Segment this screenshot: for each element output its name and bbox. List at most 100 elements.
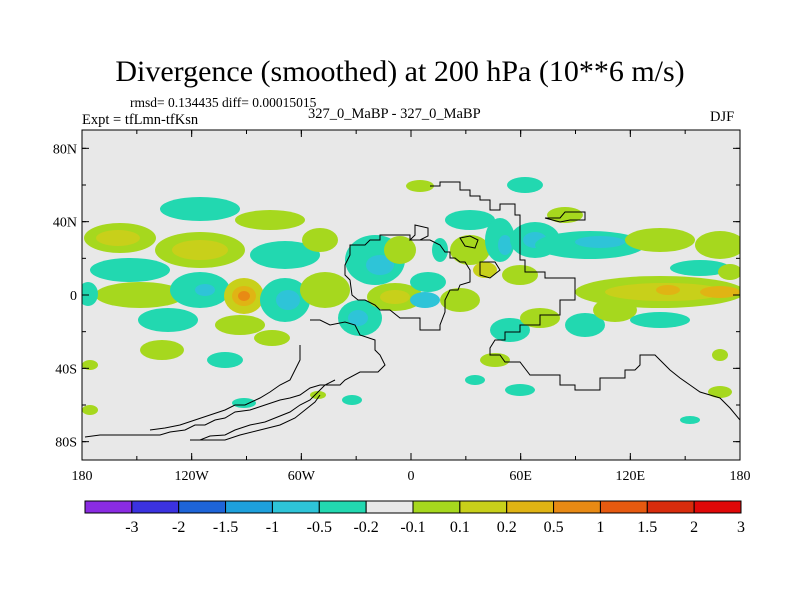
contour-region [342,395,362,405]
experiment-label: Expt = tfLmn-tfKsn [82,112,199,128]
contour-region [82,282,98,306]
contour-region [473,262,497,278]
lon-tick-label: 180 [730,469,751,484]
contour-region [440,288,480,312]
contour-region [82,405,98,415]
contour-region [384,236,416,264]
contour-region [718,264,740,280]
contour-region [195,284,215,296]
contour-region [90,258,170,282]
contour-region [670,260,730,276]
colorbar-label: 0.5 [544,519,564,536]
contour-region [625,228,695,252]
contour-region [498,235,512,255]
colorbar-label: -1.5 [213,519,238,536]
contour-region [630,312,690,328]
contour-region [302,228,338,252]
colorbar-segment [646,500,695,514]
colorbar-label: 0.2 [497,519,517,536]
colorbar-segment [271,500,320,514]
contour-region [505,384,535,396]
contour-region [502,265,538,285]
contour-region [82,360,98,370]
contour-region [238,291,250,301]
contour-region [380,290,410,304]
contour-region [507,177,543,193]
comparison-label: 327_0_MaBP - 327_0_MaBP [308,106,481,122]
lon-tick-label: 120W [175,469,210,484]
contour-region [547,207,583,223]
coastline-south-america [84,319,386,438]
contour-region [254,330,290,346]
plot-title: Divergence (smoothed) at 200 hPa (10**6 … [115,55,685,88]
contour-region [700,286,740,298]
colorbar-label: 1.5 [637,519,657,536]
season-label: DJF [710,109,735,125]
contour-region [490,318,530,342]
contour-region [708,386,732,398]
coastline-antarctic [190,379,336,441]
colorbar-label: -2 [172,519,185,536]
lat-tick-label: 0 [70,289,77,304]
contour-region [465,375,485,385]
contour-region [406,180,434,192]
coastline-mid [344,234,471,331]
contour-region [172,240,228,260]
contour-region [410,292,440,308]
colorbar-segment [318,500,367,514]
contour-region [680,416,700,424]
colorbar-segment [225,500,273,514]
colorbar-label: 0.1 [450,519,470,536]
colorbar-label: -1 [266,519,279,536]
contour-region [450,235,490,265]
lon-tick-label: 180 [72,469,93,484]
contour-region [366,255,394,275]
lon-tick-label: 120E [616,469,646,484]
colorbar-segment [84,500,133,514]
colorbar-segment [506,500,555,514]
colorbar-label: -3 [125,519,138,536]
lon-tick-label: 60W [288,469,316,484]
contour-region [300,272,350,308]
contour-region [140,340,184,360]
contour-region [250,241,320,269]
contour-region [215,315,265,335]
contour-region [95,282,185,308]
contour-region [432,238,448,262]
colorbar-segment [459,500,508,514]
contour-region [410,272,446,292]
contour-fields [82,177,740,424]
colorbar-label: -0.2 [353,519,378,536]
contour-region [235,210,305,230]
lat-tick-label: 80N [53,142,77,157]
contour-region [656,285,680,295]
contour-region [138,308,198,332]
contour-region [96,230,140,246]
colorbar-label: 3 [737,519,745,536]
contour-region [575,236,625,248]
contour-region [712,349,728,361]
contour-region [695,231,740,259]
longitude-axis: 180 120W 60W 0 60E 120E 180 [72,130,751,484]
coastline-africa-asia [430,181,741,435]
colorbar: -3 -2 -1.5 -1 -0.5 -0.2 -0.1 0.1 0.2 0.5 1 1.5 2 3 [84,500,745,536]
contour-region [207,352,243,368]
colorbar-segment [131,500,180,514]
lat-tick-label: 40S [55,362,77,377]
latitude-axis: 80N 40N 0 40S 80S [53,142,740,451]
contour-region [232,398,256,408]
colorbar-label: 1 [596,519,604,536]
coastline-sea [408,224,429,241]
colorbar-label: 2 [690,519,698,536]
contour-region [445,210,495,230]
coastline-islands-2 [479,261,501,279]
contour-region [310,391,326,399]
lat-tick-label: 80S [55,436,77,451]
colorbar-label: -0.5 [307,519,332,536]
lon-tick-label: 60E [509,469,532,484]
stats-label: rmsd= 0.134435 diff= 0.00015015 [130,95,317,110]
coastline-islands [459,235,479,249]
contour-region [565,313,605,337]
colorbar-label: -0.1 [400,519,425,536]
